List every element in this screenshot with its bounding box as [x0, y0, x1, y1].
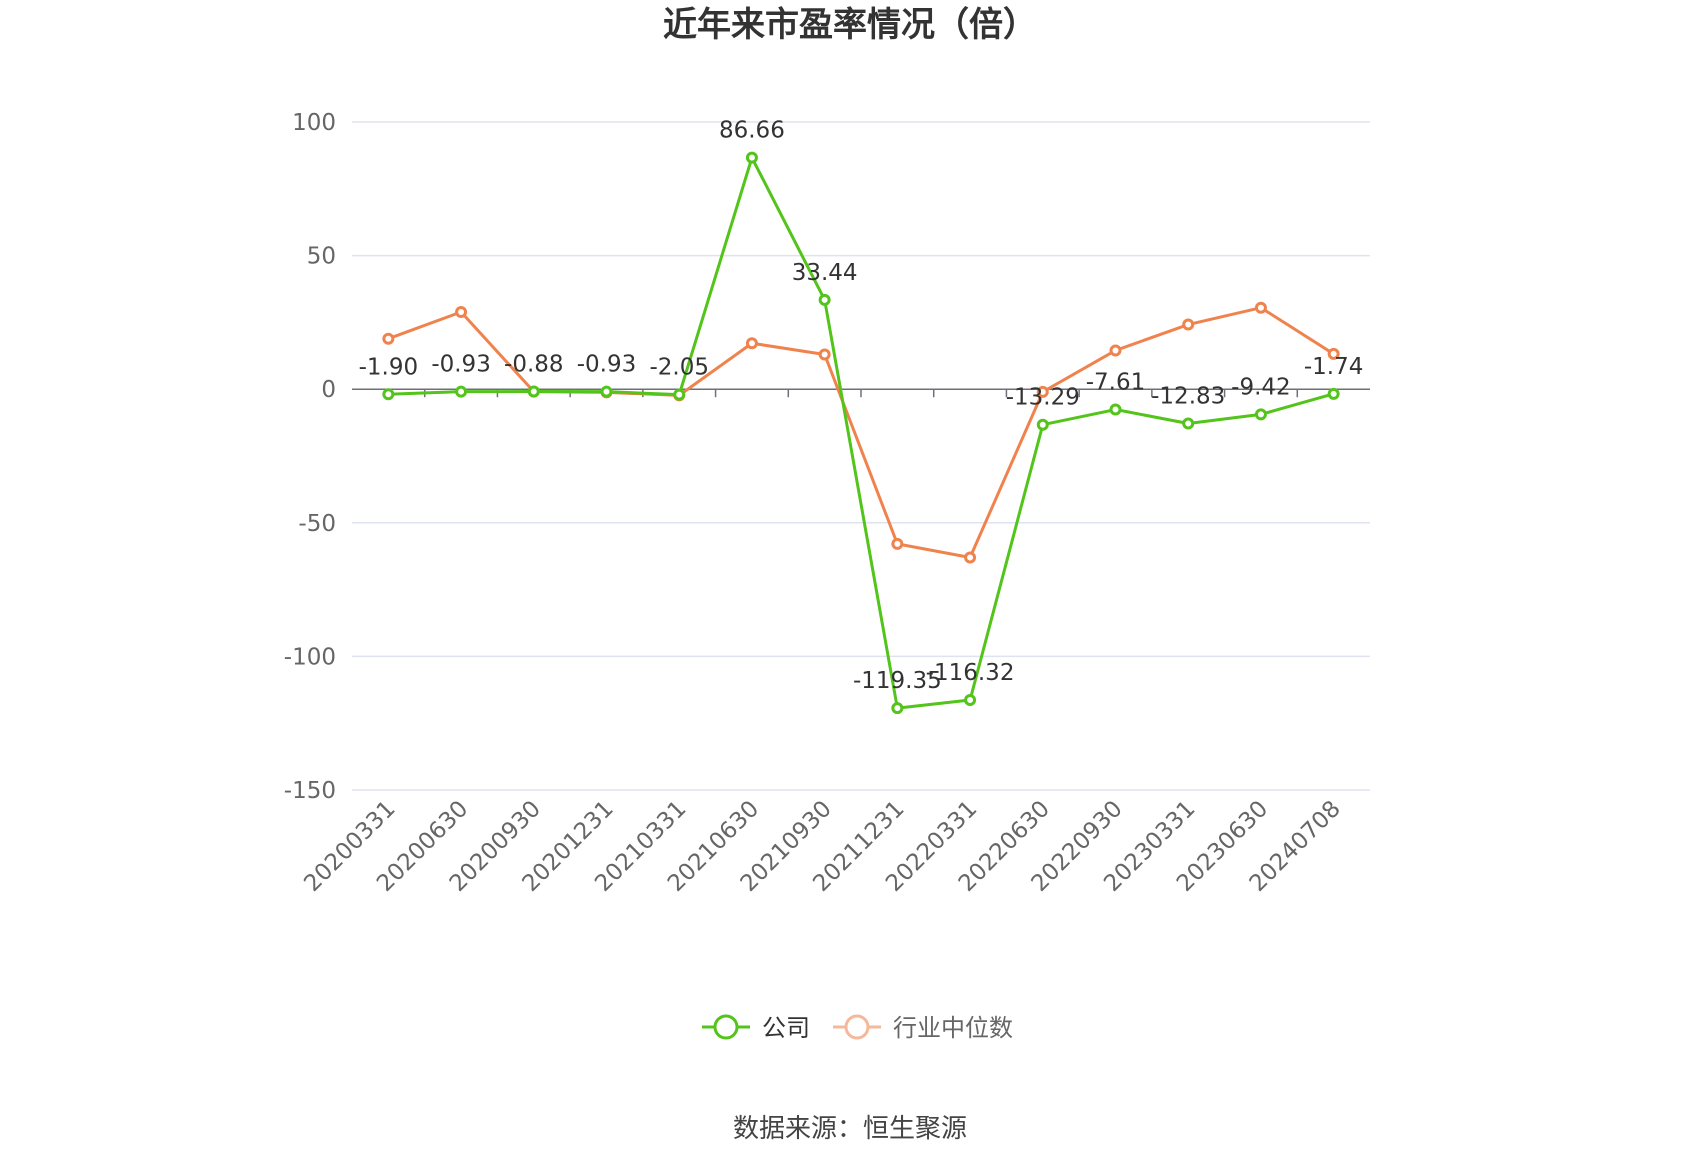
- data-point[interactable]: [1327, 387, 1340, 400]
- y-tick-label: -50: [298, 511, 336, 537]
- data-point[interactable]: [382, 332, 395, 345]
- data-point[interactable]: [1327, 347, 1340, 360]
- legend-label: 行业中位数: [893, 1014, 1013, 1042]
- data-point[interactable]: [455, 305, 468, 318]
- series-layer: [382, 151, 1340, 715]
- legend-item-1[interactable]: 行业中位数: [833, 1014, 1013, 1042]
- data-label: -7.61: [1086, 370, 1146, 396]
- data-point[interactable]: [1036, 418, 1049, 431]
- y-tick-label: 50: [307, 244, 336, 270]
- legend[interactable]: 公司 行业中位数: [702, 1014, 1013, 1042]
- data-point[interactable]: [1182, 318, 1195, 331]
- data-point[interactable]: [1109, 344, 1122, 357]
- grid-lines: [352, 121, 1370, 791]
- y-axis-ticks: 100 50 0 -50 -100 -150: [284, 110, 336, 804]
- series-line-1: [387, 306, 1335, 560]
- data-label: -0.93: [431, 352, 491, 378]
- x-axis: 2020033120200630202009302020123120210331…: [299, 388, 1370, 897]
- data-label: -13.29: [1006, 385, 1080, 411]
- data-point[interactable]: [1036, 385, 1049, 398]
- source-note: 数据来源：恒生聚源: [733, 1114, 967, 1144]
- data-label: -119.35: [853, 668, 942, 694]
- data-labels: -1.90 -0.93 -0.88 -0.93 -2.05 86.66 33.44 -119.…: [359, 118, 1364, 694]
- y-tick-label: -150: [284, 778, 336, 804]
- y-tick-label: 0: [321, 377, 336, 403]
- data-label: -12.83: [1151, 383, 1225, 409]
- data-label: -2.05: [649, 355, 709, 381]
- data-point[interactable]: [964, 694, 977, 707]
- y-tick-label: -100: [284, 644, 336, 670]
- data-point[interactable]: [1182, 417, 1195, 430]
- data-label: -0.93: [577, 352, 637, 378]
- legend-marker: [844, 1014, 870, 1040]
- data-label: 33.44: [792, 260, 858, 286]
- data-point[interactable]: [673, 388, 686, 401]
- series-line-0: [388, 156, 1335, 710]
- data-label: -0.88: [504, 352, 564, 378]
- data-label: -9.42: [1231, 374, 1291, 400]
- data-point[interactable]: [818, 293, 831, 306]
- data-label: 86.66: [719, 118, 785, 144]
- data-label: -1.74: [1304, 354, 1364, 380]
- data-label: -116.32: [926, 660, 1015, 686]
- legend-label: 公司: [762, 1014, 810, 1042]
- data-point[interactable]: [527, 385, 540, 398]
- data-point[interactable]: [964, 551, 977, 564]
- data-point[interactable]: [1254, 408, 1267, 421]
- legend-item-0[interactable]: 公司: [702, 1014, 810, 1042]
- data-point[interactable]: [1254, 301, 1267, 314]
- data-point[interactable]: [382, 388, 395, 401]
- data-point[interactable]: [745, 151, 758, 164]
- data-point[interactable]: [1109, 403, 1122, 416]
- data-point[interactable]: [745, 337, 758, 350]
- data-point[interactable]: [600, 385, 613, 398]
- y-tick-label: 100: [292, 110, 336, 136]
- data-point[interactable]: [891, 702, 904, 715]
- data-point[interactable]: [891, 537, 904, 550]
- legend-marker: [713, 1014, 739, 1040]
- chart-title: 近年来市盈率情况（倍）: [663, 5, 1037, 45]
- data-point[interactable]: [818, 348, 831, 361]
- data-label: -1.90: [359, 354, 419, 380]
- data-point[interactable]: [455, 385, 468, 398]
